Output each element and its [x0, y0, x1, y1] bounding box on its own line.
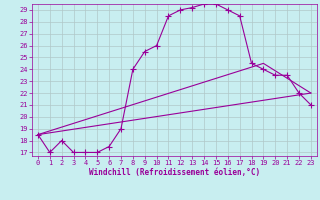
X-axis label: Windchill (Refroidissement éolien,°C): Windchill (Refroidissement éolien,°C) [89, 168, 260, 177]
